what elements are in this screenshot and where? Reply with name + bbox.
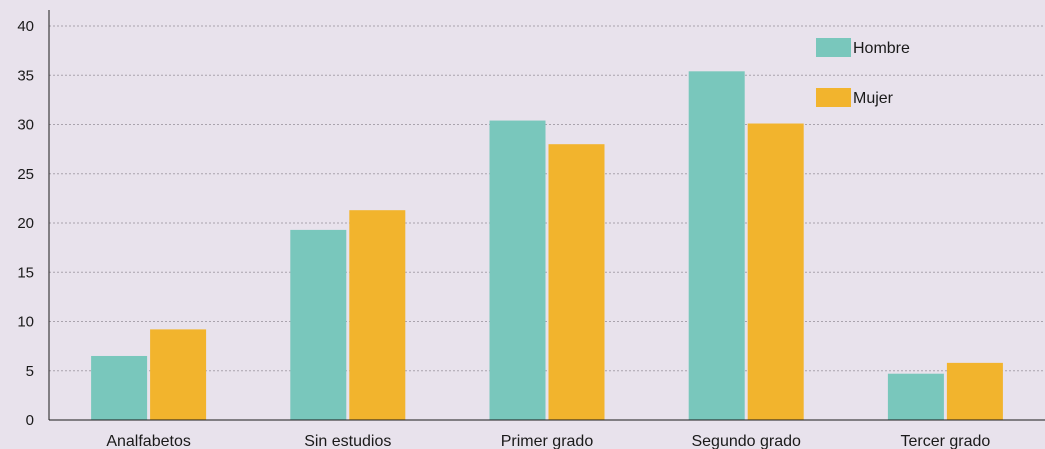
gridlines [49,25,1045,372]
bar-hombre-4 [887,373,944,420]
bar-hombre-0 [91,355,148,420]
y-tick-label-15: 15 [17,264,34,281]
y-tick-label-40: 40 [17,18,34,35]
y-tick-label-5: 5 [26,363,34,380]
y-tick-label-25: 25 [17,166,34,183]
y-tick-label-35: 35 [17,67,34,84]
x-tick-label-3: Segundo grado [691,433,801,449]
bar-hombre-2 [489,120,546,420]
bar-mujer-2 [548,144,605,420]
x-axis-labels: Analfabetos Sin estudios Primer grado Segun… [106,433,990,449]
bars [91,71,1003,420]
bar-mujer-4 [946,362,1003,420]
x-tick-label-2: Primer grado [501,433,594,449]
x-tick-label-4: Tercer grado [900,433,990,449]
y-tick-label-0: 0 [26,412,34,429]
x-tick-label-0: Analfabetos [106,433,191,449]
bar-mujer-1 [349,210,406,420]
legend-label-mujer: Mujer [853,90,894,107]
bar-hombre-3 [688,71,745,420]
legend: Hombre Mujer [816,38,910,107]
legend-label-hombre: Hombre [853,40,910,57]
bar-mujer-3 [747,123,804,420]
y-tick-label-20: 20 [17,215,34,232]
bar-hombre-1 [290,229,347,420]
legend-swatch-hombre [816,38,851,57]
y-axis-ticks: 0 5 10 15 20 25 30 35 40 [17,18,34,429]
legend-swatch-mujer [816,88,851,107]
y-tick-label-10: 10 [17,314,34,331]
bar-mujer-0 [150,329,207,420]
x-tick-label-1: Sin estudios [304,433,391,449]
y-tick-label-30: 30 [17,117,34,134]
